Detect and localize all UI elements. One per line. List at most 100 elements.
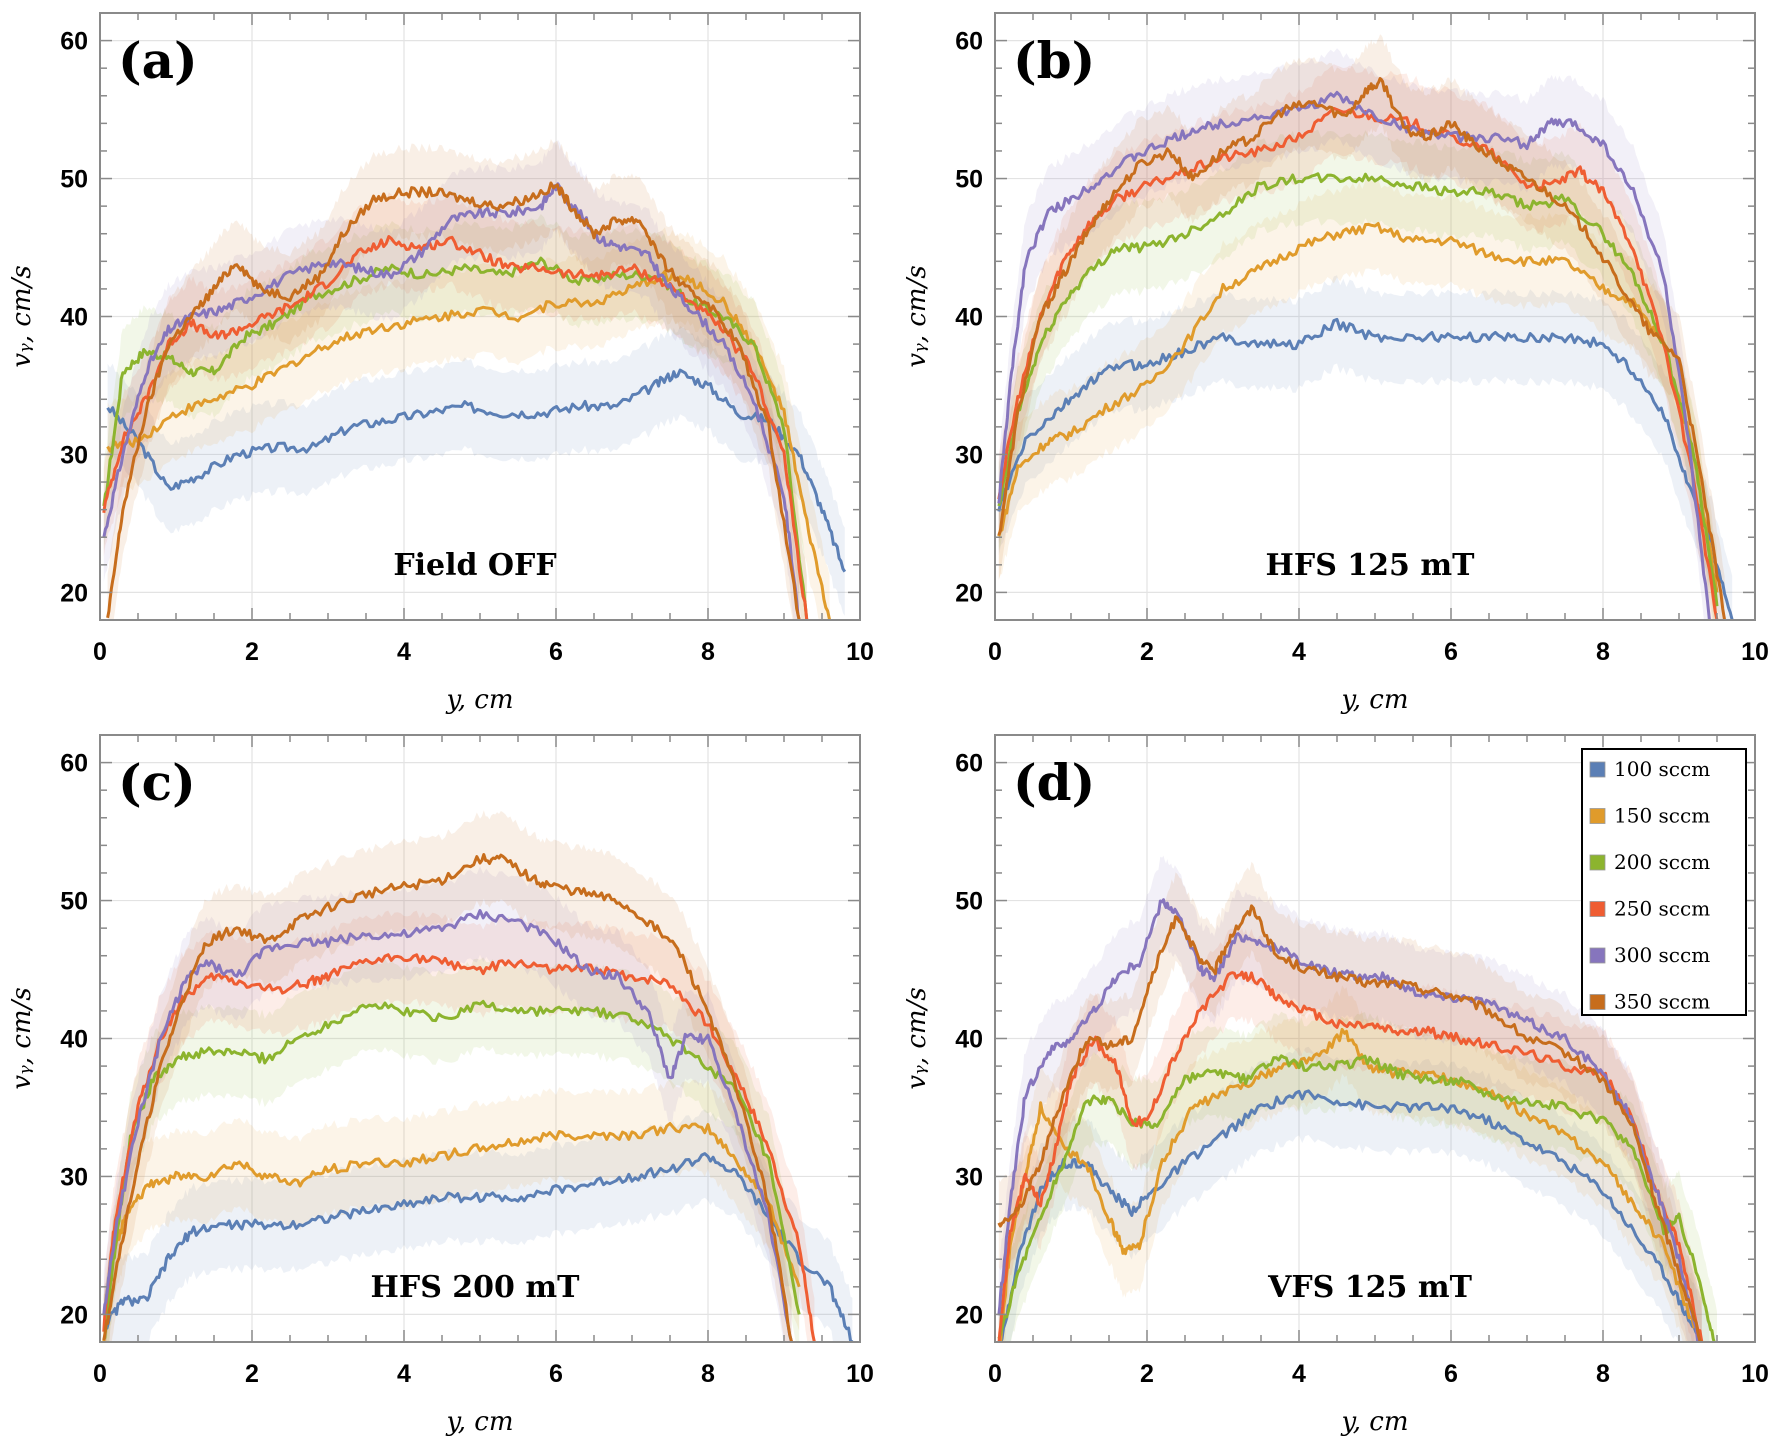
y-axis-label: vᵧ, cm/s	[7, 987, 37, 1089]
y-tick-label: 20	[60, 1301, 88, 1329]
error-band	[103, 214, 807, 620]
x-tick-label: 10	[846, 638, 874, 666]
panel-label: (b)	[1013, 31, 1095, 90]
series-line-250-sccm	[102, 953, 816, 1342]
error-band	[107, 326, 845, 616]
series-line-300-sccm	[102, 909, 794, 1342]
error-band	[998, 179, 1717, 620]
x-tick-label: 8	[1596, 638, 1610, 666]
legend-swatch	[1589, 854, 1606, 871]
panel-annotation: Field OFF	[393, 548, 556, 583]
legend-box	[1581, 748, 1747, 1016]
y-tick-label: 60	[955, 750, 983, 778]
series-line-100-sccm	[102, 1152, 854, 1342]
series-line-250-sccm	[102, 235, 809, 620]
x-tick-label: 10	[846, 1360, 874, 1388]
y-tick-label: 30	[60, 441, 88, 469]
x-tick-label: 2	[1140, 1360, 1154, 1388]
series-line-350-sccm	[997, 77, 1727, 620]
legend-swatch	[1589, 994, 1606, 1010]
series-line-350-sccm	[106, 181, 801, 620]
y-tick-label: 60	[955, 28, 983, 56]
legend: 100 sccm 150 sccm 200 sccm 250 sccm 300 sccm…	[1581, 748, 1747, 1016]
panel-d: 0 2 4 6 8 10 20 30 40 50 60 y, cm vᵧ, cm/s (d) VFS 125…	[902, 734, 1769, 1437]
y-tick-label: 50	[955, 888, 983, 916]
error-band	[998, 861, 1702, 1342]
x-tick-label: 0	[988, 638, 1002, 666]
x-tick-label: 0	[988, 1360, 1002, 1388]
error-band	[998, 1011, 1717, 1342]
x-tick-label: 4	[397, 1360, 411, 1388]
panel-annotation: HFS 125 mT	[1266, 548, 1476, 583]
panel-c: 0 2 4 6 8 10 20 30 40 50 60 y, cm vᵧ, cm/s (c) HFS 200…	[7, 734, 874, 1437]
x-tick-label: 4	[1292, 1360, 1306, 1388]
error-band	[103, 866, 792, 1342]
plot-area	[997, 34, 1734, 620]
x-tick-label: 6	[549, 638, 563, 666]
series-line-100-sccm	[997, 317, 1734, 620]
x-tick-label: 6	[1444, 638, 1458, 666]
y-tick-label: 40	[955, 304, 983, 332]
x-tick-label: 8	[701, 638, 715, 666]
series-line-200-sccm	[997, 1054, 1716, 1342]
series-line-300-sccm	[997, 90, 1711, 620]
series-line-150-sccm	[106, 269, 832, 620]
x-tick-label: 2	[245, 638, 259, 666]
error-band	[103, 139, 800, 620]
y-axis-label: vᵧ, cm/s	[7, 265, 37, 367]
y-tick-label: 20	[955, 579, 983, 607]
error-band	[103, 910, 815, 1342]
x-tick-label: 6	[549, 1360, 563, 1388]
y-axis-label: vᵧ, cm/s	[902, 987, 932, 1089]
error-band	[103, 1079, 800, 1342]
x-tick-label: 0	[93, 1360, 107, 1388]
panel-a: 0 2 4 6 8 10 20 30 40 50 60 y, cm vᵧ, cm/s (a) Field O…	[7, 12, 874, 715]
legend-label: 150 sccm	[1614, 804, 1710, 828]
panel-label: (a)	[118, 31, 198, 90]
x-tick-label: 2	[245, 1360, 259, 1388]
legend-label: 200 sccm	[1614, 850, 1710, 874]
error-band	[998, 855, 1702, 1342]
panel-annotation: VFS 125 mT	[1267, 1270, 1472, 1305]
series-line-100-sccm	[106, 368, 847, 573]
plot-area	[102, 810, 854, 1342]
y-tick-label: 40	[60, 304, 88, 332]
y-tick-label: 30	[955, 1163, 983, 1191]
y-tick-label: 20	[955, 1301, 983, 1329]
y-tick-label: 40	[60, 1026, 88, 1054]
panel-label: (d)	[1013, 753, 1095, 812]
y-tick-label: 20	[60, 579, 88, 607]
series-line-300-sccm	[997, 898, 1700, 1342]
y-tick-label: 60	[60, 750, 88, 778]
series-line-150-sccm	[997, 222, 1719, 593]
legend-swatch	[1589, 947, 1606, 964]
error-band	[998, 129, 1717, 620]
legend-label: 350 sccm	[1614, 990, 1710, 1014]
error-band	[103, 810, 792, 1342]
error-band	[103, 192, 807, 620]
x-tick-label: 6	[1444, 1360, 1458, 1388]
panel-b: 0 2 4 6 8 10 20 30 40 50 60 y, cm vᵧ, cm/s (b) HFS 125…	[902, 12, 1769, 715]
x-tick-label: 0	[93, 638, 107, 666]
legend-label: 250 sccm	[1614, 897, 1710, 921]
x-axis-label: y, cm	[1341, 1407, 1409, 1437]
error-band	[107, 138, 800, 620]
error-band	[998, 275, 1733, 620]
series-line-150-sccm	[102, 1122, 801, 1342]
x-axis-label: y, cm	[1341, 685, 1409, 715]
legend-swatch	[1589, 761, 1606, 778]
series-line-200-sccm	[102, 256, 809, 620]
y-tick-label: 40	[955, 1026, 983, 1054]
legend-label: 300 sccm	[1614, 943, 1710, 967]
x-axis-label: y, cm	[446, 685, 514, 715]
series-line-350-sccm	[997, 904, 1703, 1342]
legend-swatch	[1589, 808, 1606, 824]
series-line-150-sccm	[998, 1027, 1696, 1342]
x-tick-label: 2	[1140, 638, 1154, 666]
x-tick-label: 8	[1596, 1360, 1610, 1388]
y-tick-label: 60	[60, 28, 88, 56]
series-line-200-sccm	[997, 172, 1719, 607]
y-tick-label: 30	[955, 441, 983, 469]
error-band	[107, 227, 830, 620]
